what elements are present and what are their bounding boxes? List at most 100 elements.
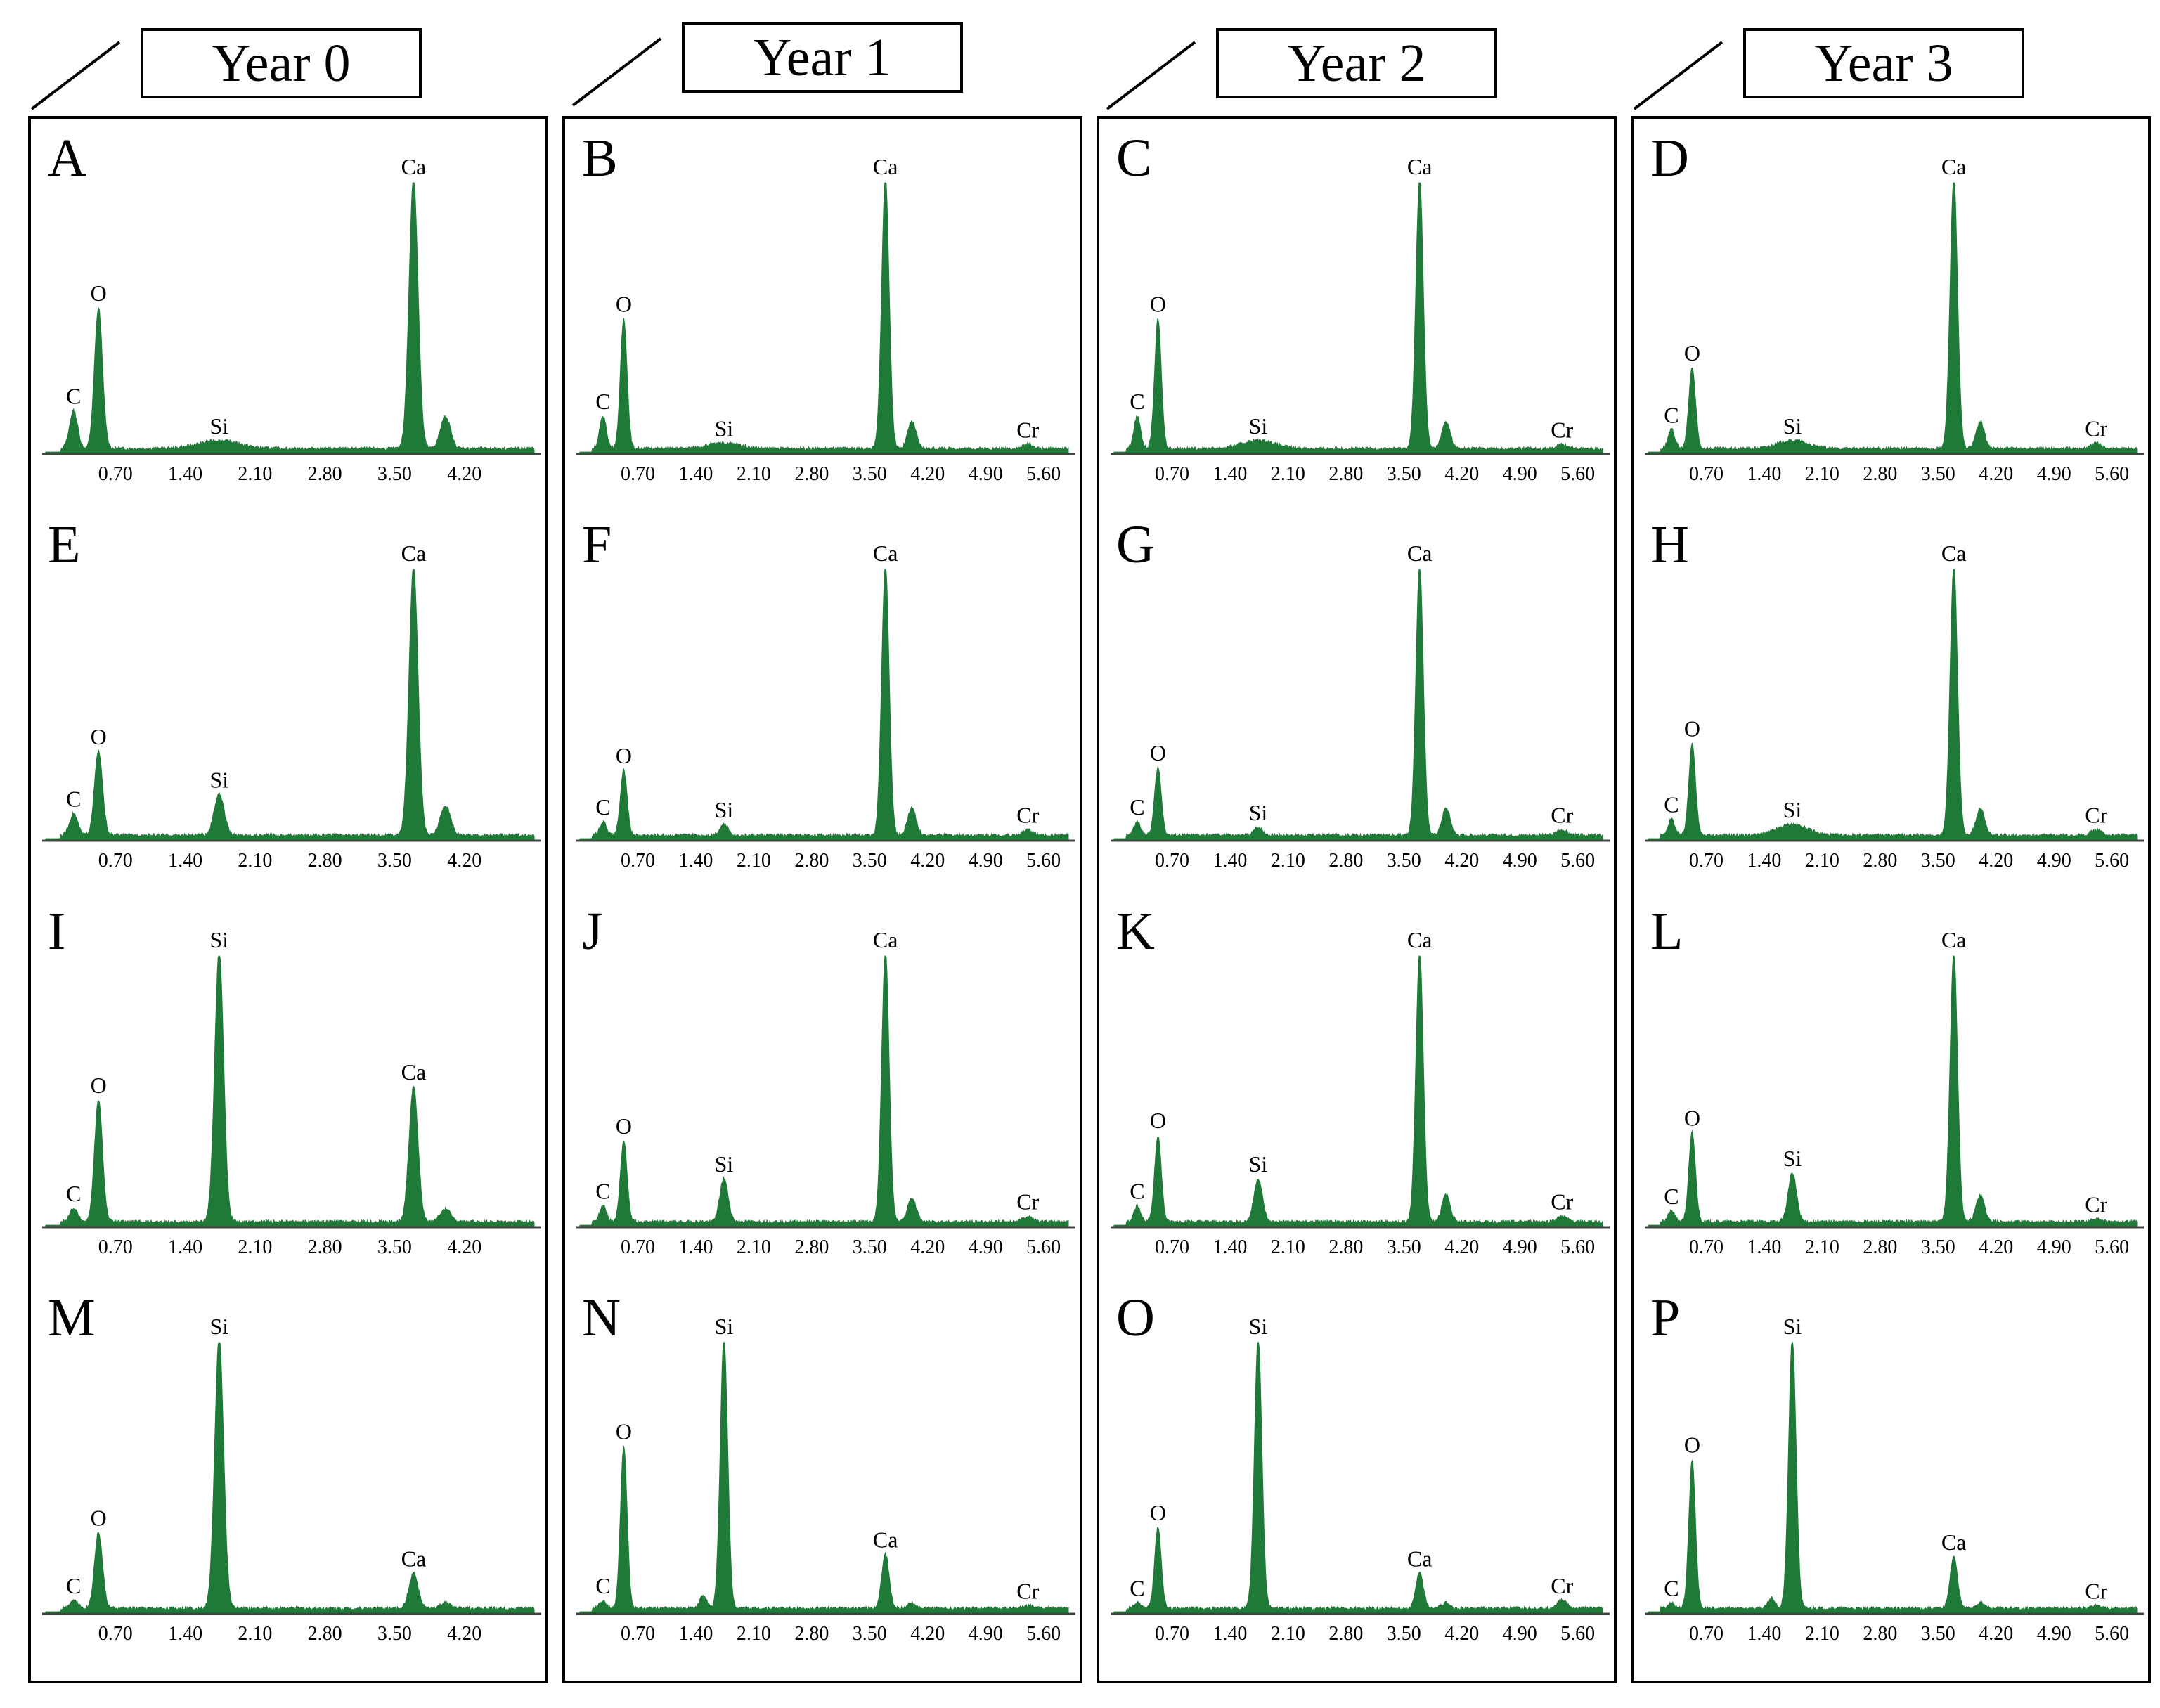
peak-label-ca: Ca [1407, 541, 1433, 566]
x-tick-label: 2.80 [308, 1623, 342, 1645]
x-tick-label: 1.40 [678, 463, 713, 485]
peak-label-o: O [1684, 1432, 1700, 1458]
eds-spectrum-G: G 0.70 1.40 2.10 2.80 3.50 4.20 4.90 5.60 C O Si Ca C… [1111, 515, 1610, 872]
peak-label-si: Si [1249, 1314, 1268, 1339]
spectrum-area [1648, 955, 2138, 1227]
panel-K: K 0.70 1.40 2.10 2.80 3.50 4.20 4.90 5.60 C O Si Ca C… [1097, 893, 1617, 1272]
x-tick-label: 0.70 [1155, 1236, 1189, 1258]
panel-N: N 0.70 1.40 2.10 2.80 3.50 4.20 4.90 5.60 C O Si Ca C… [562, 1279, 1082, 1659]
peak-label-ca: Ca [1407, 927, 1433, 952]
x-tick-label: 4.90 [969, 850, 1003, 872]
x-tick-label: 1.40 [168, 1236, 202, 1258]
x-tick-label: 4.20 [910, 463, 945, 485]
peak-label-c: C [66, 787, 81, 812]
peak-label-cr: Cr [1551, 803, 1573, 828]
year-label-3: Year 3 [1743, 28, 2024, 98]
peak-label-c: C [595, 794, 610, 820]
x-tick-label: 5.60 [2095, 1623, 2129, 1645]
panel-letter: C [1116, 129, 1152, 188]
x-tick-label: 0.70 [98, 1236, 133, 1258]
x-tick-label: 4.20 [1979, 1623, 2013, 1645]
peak-label-c: C [595, 389, 610, 414]
peak-label-o: O [1150, 1500, 1166, 1525]
panel-letter: E [48, 515, 80, 574]
panel-letter: L [1650, 902, 1683, 961]
x-tick-label: 2.10 [1271, 1236, 1305, 1258]
x-tick-label: 4.90 [969, 1623, 1003, 1645]
x-tick-label: 1.40 [678, 850, 713, 872]
peak-label-si: Si [715, 1151, 734, 1177]
x-tick-label: 2.80 [1328, 850, 1363, 872]
x-tick-label: 3.50 [1921, 1623, 1955, 1645]
x-tick-label: 1.40 [1212, 1236, 1247, 1258]
x-tick-label: 0.70 [98, 463, 133, 485]
x-tick-label: 0.70 [1689, 1236, 1724, 1258]
spectrum-area [1113, 569, 1603, 841]
peak-label-c: C [1130, 1576, 1144, 1601]
column-frame-year-3 [1631, 116, 2151, 1683]
panel-letter: D [1650, 129, 1689, 188]
x-tick-label: 3.50 [853, 850, 887, 872]
x-tick-label: 2.80 [1863, 1623, 1897, 1645]
eds-spectrum-N: N 0.70 1.40 2.10 2.80 3.50 4.20 4.90 5.60 C O Si Ca C… [576, 1288, 1075, 1645]
x-tick-label: 1.40 [678, 1623, 713, 1645]
x-tick-label: 1.40 [1747, 850, 1781, 872]
peak-label-o: O [91, 724, 107, 749]
x-tick-label: 5.60 [2095, 463, 2129, 485]
spectrum-area [1648, 182, 2138, 454]
x-tick-label: 1.40 [1747, 1236, 1781, 1258]
spectrum-area [45, 182, 535, 454]
panel-A: A 0.70 1.40 2.10 2.80 3.50 4.20 C O Si Ca [28, 119, 548, 499]
peak-label-si: Si [715, 416, 734, 441]
peak-label-o: O [1150, 740, 1166, 765]
spectrum-area [579, 1342, 1069, 1614]
x-tick-label: 1.40 [678, 1236, 713, 1258]
eds-spectrum-M: M 0.70 1.40 2.10 2.80 3.50 4.20 C O Si Ca [42, 1288, 541, 1645]
panel-J: J 0.70 1.40 2.10 2.80 3.50 4.20 4.90 5.60 C O Si Ca C… [562, 893, 1082, 1272]
peak-label-si: Si [1783, 1146, 1802, 1171]
x-tick-label: 5.60 [1560, 1236, 1595, 1258]
x-tick-label: 4.90 [1503, 1623, 1537, 1645]
x-tick-label: 4.20 [447, 1236, 481, 1258]
x-tick-label: 5.60 [1026, 1236, 1061, 1258]
eds-spectrum-I: I 0.70 1.40 2.10 2.80 3.50 4.20 C O Si Ca [42, 902, 541, 1258]
panel-L: L 0.70 1.40 2.10 2.80 3.50 4.20 4.90 5.60 C O Si Ca C… [1631, 893, 2151, 1272]
panel-letter: K [1116, 902, 1155, 961]
peak-label-si: Si [209, 927, 228, 952]
x-tick-label: 4.90 [2037, 463, 2071, 485]
x-tick-label: 2.10 [238, 1236, 272, 1258]
peak-label-c: C [1130, 794, 1144, 820]
peak-label-o: O [616, 292, 632, 317]
x-tick-label: 4.90 [2037, 1236, 2071, 1258]
x-tick-label: 3.50 [1387, 850, 1421, 872]
x-tick-label: 2.10 [238, 463, 272, 485]
x-tick-label: 0.70 [1155, 463, 1189, 485]
panel-letter: P [1650, 1288, 1680, 1347]
panel-B: B 0.70 1.40 2.10 2.80 3.50 4.20 4.90 5.60 C O Si Ca C… [562, 119, 1082, 499]
x-tick-label: 4.90 [969, 463, 1003, 485]
peak-label-cr: Cr [1016, 1189, 1039, 1215]
x-tick-label: 4.20 [910, 850, 945, 872]
peak-label-o: O [1684, 716, 1700, 741]
peak-label-c: C [1664, 402, 1679, 427]
spectrum-area [579, 569, 1069, 841]
spectrum-area [45, 569, 535, 841]
peak-label-cr: Cr [2085, 1192, 2107, 1217]
x-tick-label: 2.10 [737, 1236, 771, 1258]
year-label-2: Year 2 [1216, 28, 1497, 98]
x-tick-label: 1.40 [1747, 463, 1781, 485]
spectrum-area [1648, 1342, 2138, 1614]
x-tick-label: 3.50 [377, 463, 412, 485]
x-tick-label: 0.70 [98, 1623, 133, 1645]
x-tick-label: 1.40 [1747, 1623, 1781, 1645]
spectrum-area [1648, 569, 2138, 841]
peak-label-o: O [1150, 292, 1166, 317]
eds-spectrum-J: J 0.70 1.40 2.10 2.80 3.50 4.20 4.90 5.60 C O Si Ca C… [576, 902, 1075, 1258]
peak-label-c: C [66, 1573, 81, 1598]
x-tick-label: 4.20 [447, 463, 481, 485]
peak-label-c: C [1664, 1184, 1679, 1209]
x-tick-label: 2.80 [1328, 1236, 1363, 1258]
x-tick-label: 2.10 [1805, 463, 1839, 485]
x-tick-label: 4.20 [447, 1623, 481, 1645]
peak-label-cr: Cr [2085, 803, 2107, 828]
